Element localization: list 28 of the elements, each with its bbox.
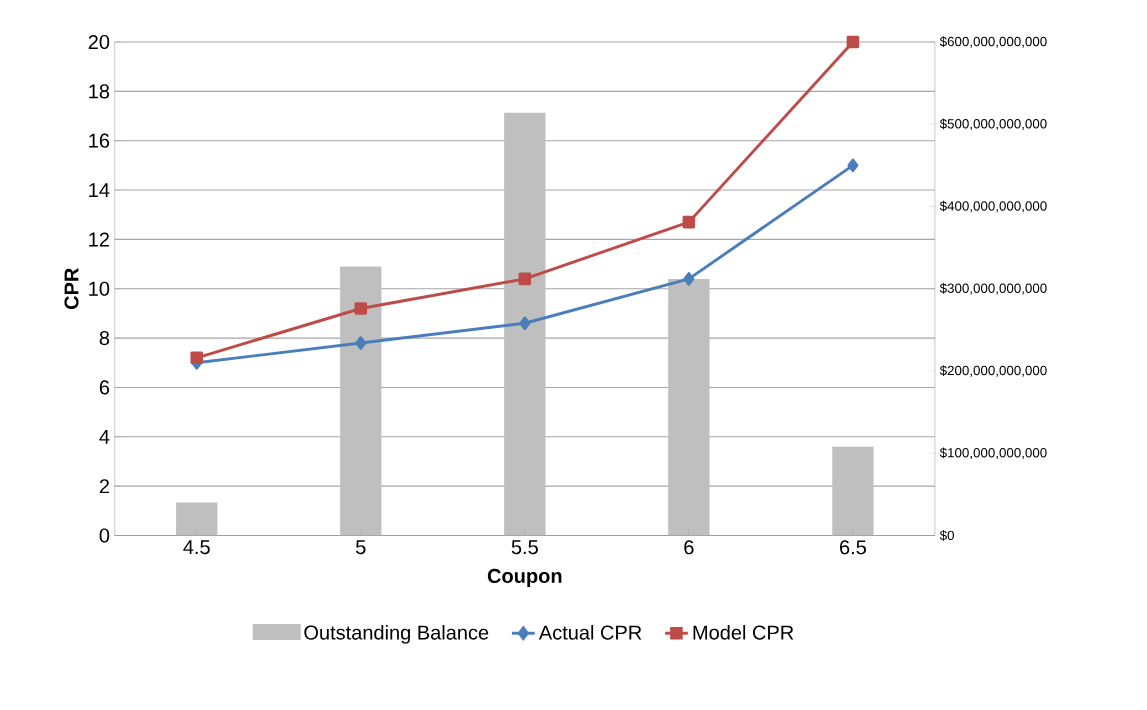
y2-tick-label: $300,000,000,000 — [939, 282, 1047, 295]
x-tick-label: 6 — [684, 540, 694, 555]
y-tick-label: 2 — [99, 479, 109, 494]
x-axis-title: Coupon — [487, 568, 562, 587]
y2-tick-label: $0 — [939, 529, 954, 541]
legend-label: Actual CPR — [538, 624, 642, 640]
y2-tick-label: $500,000,000,000 — [939, 118, 1047, 130]
x-tick-label: 6.5 — [840, 540, 866, 555]
x-tick-label: 5 — [356, 540, 366, 555]
y-tick-label: 12 — [89, 232, 109, 247]
legend-label: Outstanding Balance — [304, 624, 489, 644]
y2-tick-label: $100,000,000,000 — [939, 447, 1047, 459]
y2-tick-label: $600,000,000,000 — [939, 36, 1047, 48]
y-tick-label: 18 — [89, 84, 110, 99]
y2-tick-label: $400,000,000,000 — [939, 200, 1047, 213]
legend-label: Model CPR — [693, 624, 794, 640]
y-tick-label: 0 — [99, 528, 110, 543]
y-axis-title: CPR — [64, 267, 79, 309]
y-tick-label: 14 — [89, 183, 110, 197]
y-tick-label: 20 — [88, 34, 110, 49]
x-tick-label: 5.5 — [511, 540, 538, 555]
y2-tick-label: $200,000,000,000 — [939, 365, 1047, 377]
y-tick-label: 8 — [99, 330, 110, 346]
y-tick-label: 16 — [89, 133, 110, 148]
y-tick-label: 10 — [89, 281, 110, 296]
y-tick-label: 6 — [99, 380, 110, 395]
x-tick-label: 4.5 — [183, 540, 210, 555]
y-tick-label: 4 — [99, 429, 110, 444]
